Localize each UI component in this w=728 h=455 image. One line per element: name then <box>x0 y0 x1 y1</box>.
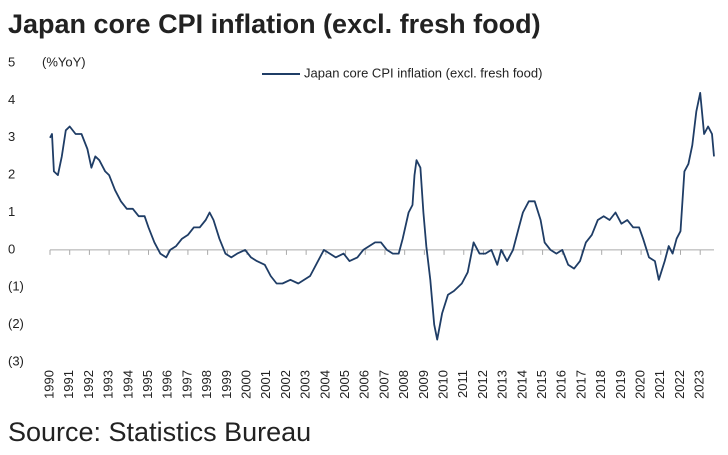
x-tick-label: 1999 <box>219 370 234 399</box>
x-tick-label: 2020 <box>633 370 648 399</box>
x-tick-label: 2012 <box>475 370 490 399</box>
x-tick-label: 2014 <box>514 370 529 399</box>
x-tick-label: 2001 <box>258 370 273 399</box>
y-axis-label: (%YoY) <box>42 54 86 69</box>
x-tick-label: 1998 <box>199 370 214 399</box>
legend-label: Japan core CPI inflation (excl. fresh fo… <box>304 65 542 80</box>
x-tick-label: 2006 <box>357 370 372 399</box>
x-tick-label: 1993 <box>101 370 116 399</box>
y-tick-label: 2 <box>8 167 15 182</box>
x-tick-label: 2004 <box>317 370 332 399</box>
y-tick-label: 1 <box>8 204 15 219</box>
x-tick-label: 1992 <box>81 370 96 399</box>
x-tick-label: 2011 <box>455 370 470 398</box>
y-tick-label: (3) <box>8 353 24 368</box>
x-tick-label: 1997 <box>179 370 194 399</box>
x-tick-label: 2000 <box>238 370 253 399</box>
x-tick-label: 1996 <box>160 370 175 399</box>
y-tick-label: (1) <box>8 279 24 294</box>
x-tick-label: 1990 <box>41 370 56 399</box>
x-tick-label: 2017 <box>573 370 588 399</box>
x-tick-label: 2018 <box>593 370 608 399</box>
y-tick-label: 3 <box>8 129 15 144</box>
x-tick-label: 2021 <box>652 370 667 399</box>
x-tick-label: 2019 <box>613 370 628 399</box>
source: Source: Statistics Bureau <box>8 417 311 447</box>
x-tick-label: 2007 <box>376 370 391 399</box>
y-tick-label: 5 <box>8 54 15 69</box>
x-tick-label: 2005 <box>337 370 352 399</box>
x-tick-label: 1995 <box>140 370 155 399</box>
x-tick-label: 2013 <box>495 370 510 399</box>
x-tick-label: 2022 <box>672 370 687 399</box>
y-tick-label: 4 <box>8 92 15 107</box>
x-tick-label: 2003 <box>298 370 313 399</box>
x-tick-label: 2010 <box>436 370 451 399</box>
x-tick-label: 2016 <box>554 370 569 399</box>
x-tick-label: 1994 <box>120 370 135 399</box>
x-tick-label: 2008 <box>396 370 411 399</box>
data-line <box>49 92 715 341</box>
y-tick-label: 0 <box>8 241 15 256</box>
chart-title: Japan core CPI inflation (excl. fresh fo… <box>8 9 541 39</box>
x-tick-label: 2002 <box>278 370 293 399</box>
x-tick-label: 2009 <box>416 370 431 399</box>
x-tick-label: 2023 <box>692 370 707 399</box>
x-tick-label: 2015 <box>534 370 549 399</box>
x-tick-label: 1991 <box>61 370 76 399</box>
y-tick-label: (2) <box>8 316 24 331</box>
